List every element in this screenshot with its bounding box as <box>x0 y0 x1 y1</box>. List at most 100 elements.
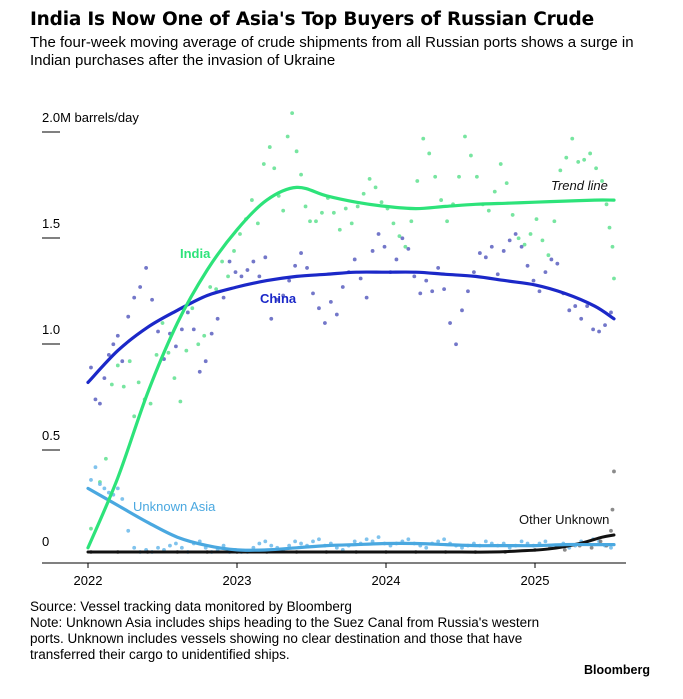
china-point <box>334 312 339 317</box>
china-point <box>358 276 363 281</box>
india-point <box>600 179 604 183</box>
india-point <box>469 153 473 158</box>
unknown-asia-point <box>221 543 226 548</box>
china-point <box>430 289 435 294</box>
trend-line-label: Trend line <box>551 178 608 193</box>
china-point <box>328 299 333 304</box>
india-label: India <box>180 246 211 261</box>
india-point <box>373 185 378 190</box>
unknown-asia-point <box>442 537 447 542</box>
x-tick-label: 2023 <box>223 573 252 588</box>
china-point <box>603 323 607 328</box>
india-point <box>196 342 201 347</box>
india-point <box>178 399 183 404</box>
china-point <box>227 259 232 264</box>
india-point <box>439 198 444 202</box>
india-point <box>427 151 432 156</box>
china-point <box>245 268 250 272</box>
methodology-note: Note: Unknown Asia includes ships headin… <box>30 615 540 662</box>
y-tick-label: 2.0M barrels/day <box>42 110 139 125</box>
unknown-asia-point <box>311 539 315 544</box>
india-point <box>516 236 521 241</box>
china-point <box>120 359 125 364</box>
china-point <box>609 310 613 315</box>
india-point <box>214 287 219 292</box>
china-point <box>111 342 116 347</box>
china-point <box>442 287 447 292</box>
china-point <box>106 352 111 357</box>
india-point <box>103 456 108 461</box>
y-tick-label: 0 <box>42 534 49 549</box>
unknown-asia-point <box>543 539 548 544</box>
india-point <box>148 401 153 406</box>
chart-canvas: 00.51.01.52.0M barrels/day 2022 2023 2024 2… <box>42 110 626 588</box>
india-point <box>202 333 207 338</box>
other-unknown-point <box>610 507 615 512</box>
china-point <box>424 278 429 283</box>
china-point <box>156 329 160 334</box>
china-point <box>483 255 488 260</box>
india-point <box>486 208 491 213</box>
unknown-asia-point <box>293 539 298 544</box>
china-point <box>573 304 578 308</box>
india-point <box>576 160 581 164</box>
unknown-asia-point <box>126 528 131 533</box>
india-point <box>127 359 132 364</box>
china-point <box>257 274 262 279</box>
india-point <box>355 204 360 209</box>
china-point <box>382 244 387 249</box>
india-point <box>421 136 426 141</box>
china-point <box>221 295 226 300</box>
china-point <box>418 291 423 296</box>
unknown-asia-point <box>156 545 160 550</box>
india-point <box>504 181 509 186</box>
unknown-asia-point <box>299 541 303 546</box>
unknown-asia-point <box>263 539 268 544</box>
other-unknown-label: Other Unknown <box>519 512 609 527</box>
india-point <box>308 219 312 224</box>
other-unknown-point <box>598 539 603 544</box>
india-point <box>534 217 539 222</box>
india-point <box>343 206 348 211</box>
unknown-asia-point <box>257 541 262 546</box>
india-point <box>397 234 402 239</box>
india-point <box>528 232 533 236</box>
china-point <box>132 295 137 300</box>
series-labels: India China Unknown Asia Other Unknown Trend… <box>133 178 609 527</box>
india-point <box>607 225 612 230</box>
india-point <box>166 350 171 355</box>
china-point <box>150 297 154 302</box>
india-point <box>320 210 324 215</box>
unknown-asia-point <box>120 497 125 501</box>
india-point <box>403 244 408 249</box>
china-point <box>567 308 572 313</box>
x-axis: 2022 2023 2024 2025 <box>42 562 626 588</box>
china-point <box>531 278 536 283</box>
unknown-asia-point <box>132 545 137 550</box>
china-point <box>585 304 590 308</box>
unknown-asia-point <box>424 545 429 550</box>
india-point <box>415 179 420 183</box>
india-point <box>238 232 242 236</box>
unknown-asia-point <box>317 537 321 542</box>
china-point <box>400 236 405 241</box>
chart-subtitle: The four-week moving average of crude sh… <box>30 34 634 69</box>
chart-footer: Source: Vessel tracking data monitored b… <box>30 599 550 663</box>
india-point <box>552 219 557 224</box>
india-point <box>261 162 266 166</box>
unknown-asia-point <box>179 545 184 550</box>
china-point <box>579 316 584 321</box>
china-point <box>519 244 524 249</box>
unknown-asia-point <box>406 537 411 542</box>
unknown-asia-point <box>168 543 172 548</box>
trend-lines <box>86 185 616 554</box>
china-point <box>179 327 184 332</box>
china-point <box>239 274 244 279</box>
unknown-asia-point <box>89 478 93 482</box>
india-point <box>367 176 372 181</box>
india-point <box>220 259 225 264</box>
india-point <box>285 134 290 139</box>
china-point <box>317 306 321 311</box>
india-point <box>540 238 545 243</box>
china-point <box>305 266 309 270</box>
